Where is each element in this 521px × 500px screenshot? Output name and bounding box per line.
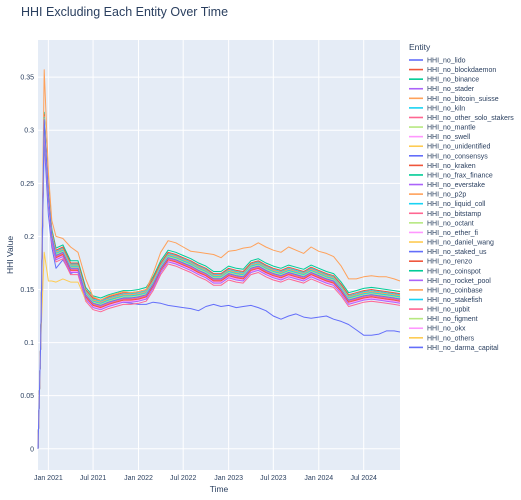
legend-label[interactable]: HHI_no_frax_finance xyxy=(427,172,493,179)
plot-area xyxy=(38,40,400,470)
legend-label[interactable]: HHI_no_ether_fi xyxy=(427,230,478,237)
legend-label[interactable]: HHI_no_okx xyxy=(427,326,466,333)
legend-label[interactable]: HHI_no_staked_us xyxy=(427,249,487,256)
legend-label[interactable]: HHI_no_upbit xyxy=(427,307,470,314)
legend-label[interactable]: HHI_no_renzo xyxy=(427,259,472,266)
x-tick-label: Jan 2024 xyxy=(304,475,333,482)
y-tick-label: 0.15 xyxy=(20,287,34,294)
y-axis-ticks: 0 0.05 0.1 0.15 0.2 0.25 0.3 0.35 xyxy=(20,75,34,454)
x-tick-label: Jul 2022 xyxy=(170,475,197,482)
legend-label[interactable]: HHI_no_other_solo_stakers xyxy=(427,115,514,122)
legend-label[interactable]: HHI_no_mantle xyxy=(427,125,476,132)
legend-label[interactable]: HHI_no_blockdaemon xyxy=(427,67,496,74)
y-tick-label: 0.2 xyxy=(24,234,34,241)
y-tick-label: 0.1 xyxy=(24,340,34,347)
series-line-hhi-no-coinbase xyxy=(37,69,401,449)
legend-label[interactable]: HHI_no_liquid_coll xyxy=(427,201,486,208)
legend-label[interactable]: HHI_no_binance xyxy=(427,77,479,84)
y-tick-label: 0 xyxy=(30,446,34,453)
legend-label[interactable]: HHI_no_rocket_pool xyxy=(427,278,491,285)
legend-label[interactable]: HHI_no_figment xyxy=(427,316,478,323)
chart-title: HHI Excluding Each Entity Over Time xyxy=(21,5,228,19)
legend-label[interactable]: HHI_no_kiln xyxy=(427,105,465,112)
y-tick-label: 0.35 xyxy=(20,75,34,82)
legend: HHI_no_lido HHI_no_blockdaemon HHI_no_bina… xyxy=(409,58,514,352)
gridlines xyxy=(38,40,400,470)
legend-label[interactable]: HHI_no_kraken xyxy=(427,163,476,170)
legend-label[interactable]: HHI_no_octant xyxy=(427,220,474,227)
x-tick-label: Jan 2022 xyxy=(124,475,153,482)
legend-label[interactable]: HHI_no_lido xyxy=(427,58,466,65)
legend-label[interactable]: HHI_no_p2p xyxy=(427,192,466,199)
x-tick-label: Jul 2023 xyxy=(260,475,287,482)
y-tick-label: 0.25 xyxy=(20,181,34,188)
legend-label[interactable]: HHI_no_stader xyxy=(427,86,475,93)
x-tick-label: Jul 2021 xyxy=(80,475,107,482)
legend-label[interactable]: HHI_no_consensys xyxy=(427,153,488,160)
series-line-hhi-no-kraken xyxy=(37,113,401,449)
legend-label[interactable]: HHI_no_others xyxy=(427,335,475,342)
legend-label[interactable]: HHI_no_everstake xyxy=(427,182,485,189)
legend-label[interactable]: HHI_no_daniel_wang xyxy=(427,240,494,247)
x-tick-label: Jan 2021 xyxy=(34,475,63,482)
x-axis-ticks: Jan 2021 Jul 2021 Jan 2022 Jul 2022 Jan 2023… xyxy=(34,475,377,482)
series-line-hhi-no-rocket-pool xyxy=(37,123,401,449)
legend-label[interactable]: HHI_no_bitstamp xyxy=(427,211,481,218)
y-tick-label: 0.05 xyxy=(20,393,34,400)
series-line-hhi-no-other-solo-stakers xyxy=(37,125,401,449)
legend-label[interactable]: HHI_no_stakefish xyxy=(427,297,482,304)
x-tick-label: Jan 2023 xyxy=(214,475,243,482)
series-lines xyxy=(37,69,401,449)
x-tick-label: Jul 2024 xyxy=(350,475,377,482)
y-tick-label: 0.3 xyxy=(24,128,34,135)
legend-title: Entity xyxy=(409,42,431,52)
series-line-hhi-no-renzo xyxy=(37,121,401,449)
y-axis-title: HHI Value xyxy=(5,236,15,274)
legend-label[interactable]: HHI_no_darma_capital xyxy=(427,345,499,352)
x-axis-title: Time xyxy=(210,484,229,494)
legend-label[interactable]: HHI_no_bitcoin_suisse xyxy=(427,96,499,103)
legend-label[interactable]: HHI_no_coinbase xyxy=(427,287,483,294)
legend-label[interactable]: HHI_no_coinspot xyxy=(427,268,481,275)
legend-label[interactable]: HHI_no_swell xyxy=(427,134,471,141)
legend-label[interactable]: HHI_no_unidentified xyxy=(427,144,491,151)
series-line-hhi-no-binance xyxy=(37,111,401,449)
series-line-hhi-no-darma-capital xyxy=(37,119,401,449)
